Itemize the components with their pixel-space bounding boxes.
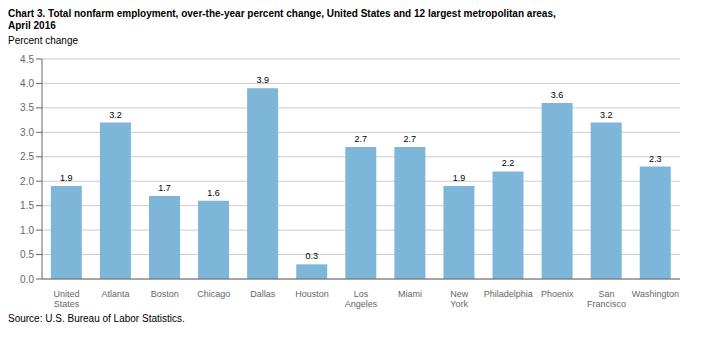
html-text:Chart 3. Total nonfarm employm: Chart 3. Total nonfarm employment, over-… — [8, 8, 556, 19]
svg-text:2.7: 2.7 — [404, 134, 417, 144]
html-text:April 2016: April 2016 — [8, 20, 56, 31]
svg-text:SanFrancisco: SanFrancisco — [587, 289, 626, 309]
svg-text:LosAngeles: LosAngeles — [345, 289, 378, 309]
svg-text:3.2: 3.2 — [109, 110, 122, 120]
svg-text:Boston: Boston — [151, 289, 179, 299]
svg-text:2.5: 2.5 — [20, 151, 34, 162]
svg-text:Houston: Houston — [295, 289, 329, 299]
svg-text:Washington: Washington — [632, 289, 679, 299]
svg-text:Philadelphia: Philadelphia — [484, 289, 533, 299]
svg-text:4.5: 4.5 — [20, 54, 34, 65]
svg-text:2.7: 2.7 — [355, 134, 368, 144]
svg-text:2.2: 2.2 — [502, 158, 515, 168]
html-text:Source: U.S. Bureau of Labor S: Source: U.S. Bureau of Labor Statistics. — [8, 313, 185, 324]
svg-text:4.0: 4.0 — [20, 78, 34, 89]
svg-text:UnitedStates: UnitedStates — [54, 289, 80, 309]
svg-text:0.3: 0.3 — [305, 251, 318, 261]
svg-text:0.5: 0.5 — [20, 249, 34, 260]
svg-text:0.0: 0.0 — [20, 274, 34, 285]
svg-text:1.0: 1.0 — [20, 225, 34, 236]
svg-text:3.9: 3.9 — [256, 75, 269, 85]
svg-text:3.6: 3.6 — [551, 90, 564, 100]
svg-text:Chicago: Chicago — [197, 289, 230, 299]
svg-text:1.7: 1.7 — [158, 183, 171, 193]
svg-text:1.9: 1.9 — [60, 173, 73, 183]
svg-text:1.6: 1.6 — [207, 188, 220, 198]
svg-text:Miami: Miami — [398, 289, 422, 299]
svg-text:Atlanta: Atlanta — [102, 289, 130, 299]
svg-text:2.3: 2.3 — [649, 154, 662, 164]
svg-text:Phoenix: Phoenix — [541, 289, 574, 299]
html-text:Percent change: Percent change — [8, 35, 79, 46]
svg-text:1.5: 1.5 — [20, 200, 34, 211]
svg-text:Dallas: Dallas — [250, 289, 276, 299]
svg-text:3.0: 3.0 — [20, 127, 34, 138]
svg-text:3.2: 3.2 — [600, 110, 613, 120]
svg-text:3.5: 3.5 — [20, 102, 34, 113]
svg-text:NewYork: NewYork — [450, 289, 469, 309]
svg-text:2.0: 2.0 — [20, 176, 34, 187]
svg-text:1.9: 1.9 — [453, 173, 466, 183]
